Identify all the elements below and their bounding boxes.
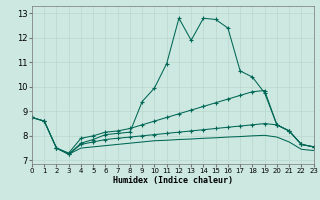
X-axis label: Humidex (Indice chaleur): Humidex (Indice chaleur) bbox=[113, 176, 233, 185]
